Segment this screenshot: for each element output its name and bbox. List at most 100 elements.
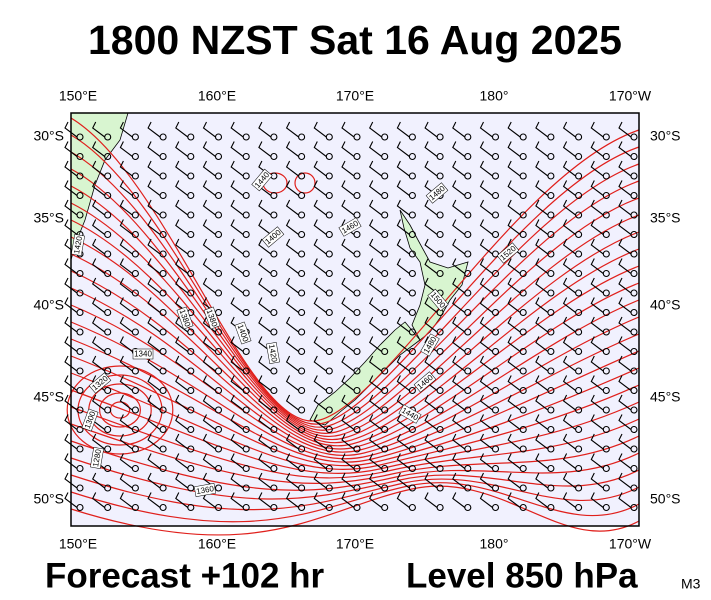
barb — [369, 472, 383, 489]
contour-line — [70, 117, 640, 422]
left-label: 30°S — [33, 128, 64, 144]
contour-label: 1280 — [90, 446, 104, 470]
barb — [396, 414, 410, 430]
barb — [479, 219, 493, 235]
barb — [258, 277, 272, 294]
barb — [258, 219, 272, 235]
barb — [92, 238, 106, 255]
barb — [285, 141, 299, 157]
barb — [562, 316, 576, 333]
barb — [230, 258, 244, 274]
barb — [507, 258, 521, 274]
barb — [507, 297, 521, 313]
barb — [479, 394, 493, 411]
barb — [479, 414, 493, 430]
barb — [285, 121, 299, 138]
barb — [119, 238, 133, 255]
barb — [424, 199, 438, 216]
barb — [285, 472, 299, 489]
barb — [230, 141, 244, 157]
barb — [202, 180, 216, 196]
barb — [341, 492, 355, 508]
barb — [258, 472, 272, 489]
barb — [147, 336, 161, 352]
barb — [507, 180, 521, 196]
barb — [452, 336, 466, 352]
barb — [396, 180, 410, 196]
barb — [202, 414, 216, 430]
barb — [285, 258, 299, 274]
left-label: 40°S — [33, 297, 64, 313]
barb — [64, 394, 78, 411]
barb — [535, 297, 549, 313]
barb — [285, 297, 299, 313]
contour-label: 1340 — [132, 348, 154, 360]
barb — [452, 121, 466, 138]
barb — [507, 219, 521, 235]
barb — [230, 492, 244, 508]
contour-label-text: 1420 — [72, 235, 84, 255]
barb — [147, 394, 161, 411]
barb — [590, 492, 604, 508]
barb — [479, 160, 493, 177]
barb — [313, 375, 327, 391]
contour-label-box — [420, 333, 440, 357]
contour-label-box — [261, 226, 285, 248]
barb — [452, 453, 466, 469]
barb — [119, 258, 133, 274]
barb — [341, 375, 355, 391]
map-frame — [70, 112, 640, 527]
barb — [452, 141, 466, 157]
barb — [313, 316, 327, 333]
barb — [202, 121, 216, 138]
barb — [507, 277, 521, 294]
barb — [230, 121, 244, 138]
barb — [175, 121, 189, 138]
barb — [452, 238, 466, 255]
bottom-label: 180° — [480, 536, 509, 552]
barb — [313, 180, 327, 196]
barb — [64, 472, 78, 489]
barb — [175, 375, 189, 391]
barb — [147, 433, 161, 450]
barb — [396, 121, 410, 138]
barb — [175, 199, 189, 216]
barb — [452, 277, 466, 294]
barb — [396, 219, 410, 235]
barb — [64, 414, 78, 430]
barb — [396, 297, 410, 313]
wind-barbs — [64, 121, 638, 512]
barb — [147, 316, 161, 333]
barb — [147, 375, 161, 391]
barb — [507, 433, 521, 450]
contour-line — [70, 202, 640, 438]
barb — [424, 492, 438, 508]
barb — [479, 316, 493, 333]
barb — [313, 277, 327, 294]
barb — [313, 336, 327, 352]
contour-label-box — [81, 408, 99, 432]
barb — [396, 160, 410, 177]
right-label: 40°S — [650, 297, 681, 313]
barb — [507, 394, 521, 411]
barb — [590, 219, 604, 235]
barb — [535, 160, 549, 177]
barb — [202, 375, 216, 391]
contour-label-box — [251, 168, 273, 192]
barb — [396, 238, 410, 255]
barb — [562, 336, 576, 352]
barb — [258, 453, 272, 469]
barb — [313, 141, 327, 157]
barb — [175, 336, 189, 352]
barb — [369, 238, 383, 255]
barb — [285, 180, 299, 196]
barb — [479, 121, 493, 138]
barb — [507, 355, 521, 372]
barb — [175, 180, 189, 196]
barb — [313, 433, 327, 450]
barb — [507, 472, 521, 489]
barb — [369, 180, 383, 196]
barb — [313, 472, 327, 489]
barb — [562, 472, 576, 489]
barb — [618, 219, 632, 235]
